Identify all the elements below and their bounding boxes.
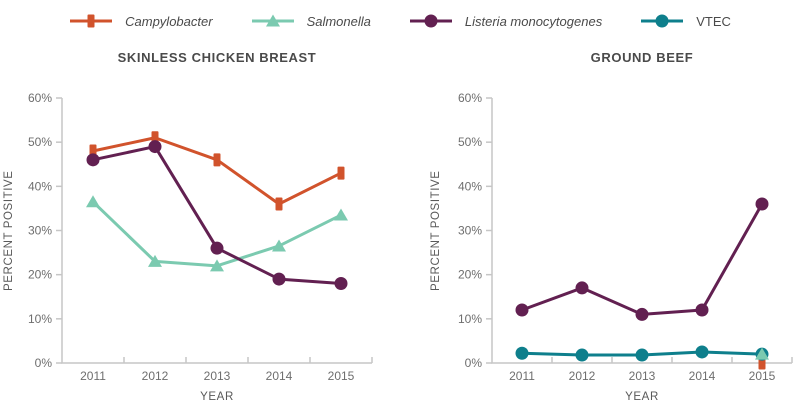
svg-text:40%: 40% (458, 179, 482, 193)
svg-text:2015: 2015 (749, 369, 776, 383)
chart-title-beef: GROUND BEEF (590, 50, 694, 65)
chart-panel-chicken: SKINLESS CHICKEN BREAST PERCENT POSITIVE… (3, 50, 373, 403)
legend-item-vtec: VTEC (640, 13, 731, 29)
legend-label: VTEC (696, 13, 731, 29)
chart-title-chicken: SKINLESS CHICKEN BREAST (117, 50, 317, 65)
svg-text:2014: 2014 (266, 369, 293, 383)
svg-text:50%: 50% (28, 135, 52, 149)
svg-text:30%: 30% (458, 224, 482, 238)
svg-text:50%: 50% (458, 135, 482, 149)
chart-panel-beef: GROUND BEEF PERCENT POSITIVE 0% 10% 20% 30%… (400, 0, 800, 414)
legend-item-campylobacter: Campylobacter (69, 13, 213, 29)
svg-text:60%: 60% (458, 91, 482, 105)
svg-text:2011: 2011 (80, 369, 106, 383)
svg-text:2012: 2012 (569, 369, 596, 383)
chart-svg-1: 0% 10% 20% 30% 40% 50% 60% 2011 2012 2013 2014 2015 (458, 91, 793, 383)
svg-text:2015: 2015 (328, 369, 355, 383)
legend-circle-marker-icon (409, 14, 452, 28)
x-axis-label-beef: YEAR (625, 391, 659, 403)
x-axis-label-chicken: YEAR (200, 391, 234, 403)
svg-text:10%: 10% (458, 312, 482, 326)
chart-svg-0: 0% 10% 20% 30% 40% 50% 60% 2011 2012 2013 2014 2015 (28, 91, 373, 383)
svg-text:2013: 2013 (629, 369, 656, 383)
svg-text:2012: 2012 (142, 369, 169, 383)
legend-item-listeria-monocytogenes: Listeria monocytogenes (409, 13, 602, 29)
svg-text:2013: 2013 (204, 369, 231, 383)
svg-text:2011: 2011 (509, 369, 535, 383)
legend-item-salmonella: Salmonella (251, 13, 371, 29)
svg-text:30%: 30% (28, 224, 52, 238)
svg-text:40%: 40% (28, 179, 52, 193)
chart-legend: Campylobacter Salmonella Listeria monocyto… (0, 8, 800, 34)
svg-text:60%: 60% (28, 91, 52, 105)
svg-text:20%: 20% (28, 268, 52, 282)
svg-text:0%: 0% (35, 356, 53, 370)
svg-text:20%: 20% (458, 268, 482, 282)
legend-label: Salmonella (306, 13, 371, 29)
legend-square-marker-icon (70, 14, 113, 28)
legend-circle-marker-icon (641, 14, 684, 28)
legend-label: Campylobacter (125, 13, 213, 29)
legend-triangle-marker-icon (251, 14, 294, 27)
svg-text:0%: 0% (465, 356, 483, 370)
svg-text:10%: 10% (28, 312, 52, 326)
legend-label: Listeria monocytogenes (464, 13, 603, 29)
svg-text:2014: 2014 (689, 369, 716, 383)
